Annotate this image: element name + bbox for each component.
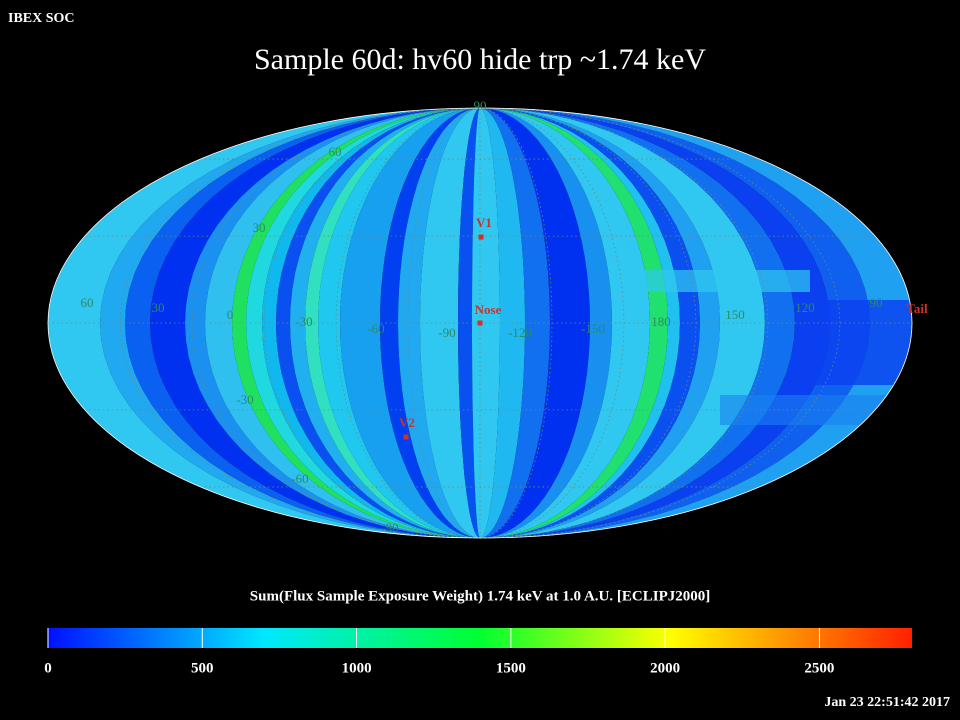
sky-stripe	[480, 108, 650, 538]
longitude-label: 150	[725, 307, 745, 322]
longitude-label: 30	[152, 300, 165, 315]
longitude-label: -120	[508, 325, 532, 340]
latitude-label: 90	[474, 98, 487, 113]
longitude-label: 120	[795, 300, 815, 315]
colorbar-tick-label: 1000	[342, 660, 372, 676]
longitude-label: 90	[870, 295, 883, 310]
longitude-label: 0	[227, 307, 234, 322]
colorbar-tick-label: 2000	[650, 660, 680, 676]
marker-label: Nose	[475, 302, 502, 317]
timestamp: Jan 23 22:51:42 2017	[824, 695, 950, 710]
longitude-label: -90	[438, 325, 455, 340]
map-outline	[47, 107, 913, 539]
latitude-label: -30	[236, 392, 253, 407]
sky-stripe	[480, 108, 550, 538]
latitude-label: 30	[253, 220, 266, 235]
graticule-meridian	[479, 107, 841, 539]
marker-label: V2	[399, 415, 415, 430]
sky-stripe	[480, 108, 765, 538]
colorbar-title: Sum(Flux Sample Exposure Weight) 1.74 ke…	[250, 588, 710, 604]
sky-patch	[800, 300, 912, 385]
app-label: IBEX SOC	[8, 11, 75, 26]
longitude-label: -30	[295, 314, 312, 329]
sky-stripe	[380, 108, 480, 538]
latitude-label: -90	[381, 520, 398, 535]
latitude-label: -60	[291, 471, 308, 486]
longitude-label: -60	[367, 321, 384, 336]
sky-stripe	[318, 108, 480, 538]
marker-dot	[477, 320, 483, 326]
colorbar-ticks: 0 500 1000 1500 2000 2500	[44, 628, 834, 676]
longitude-label: 60	[81, 295, 94, 310]
map-overlay: 90 60 30 -30 -60 -90 60 30 0 -30 -60 -90 -120 -150 180…	[47, 98, 928, 539]
sky-map	[48, 108, 912, 538]
graticule-meridian	[119, 107, 481, 539]
marker-dot	[478, 234, 484, 240]
colorbar-tick-label: 0	[44, 660, 52, 676]
marker-label: V1	[476, 215, 492, 230]
colorbar	[48, 628, 912, 648]
map-title: Sample 60d: hv60 hide trp ~1.74 keV	[254, 43, 706, 76]
sky-patch	[640, 270, 810, 292]
longitude-label: 180	[651, 314, 671, 329]
colorbar-tick-label: 1500	[496, 660, 526, 676]
sky-stripe	[480, 108, 590, 538]
marker-dot	[403, 434, 409, 440]
colorbar-tick-label: 500	[191, 660, 214, 676]
sky-stripe	[480, 108, 612, 538]
sky-stripe	[340, 108, 480, 538]
sky-stripe	[458, 108, 480, 538]
longitude-label: -150	[581, 321, 605, 336]
latitude-label: 60	[329, 144, 342, 159]
sky-stripe	[398, 108, 480, 538]
colorbar-tick-label: 2500	[804, 660, 834, 676]
marker-label: Tail	[906, 301, 928, 316]
